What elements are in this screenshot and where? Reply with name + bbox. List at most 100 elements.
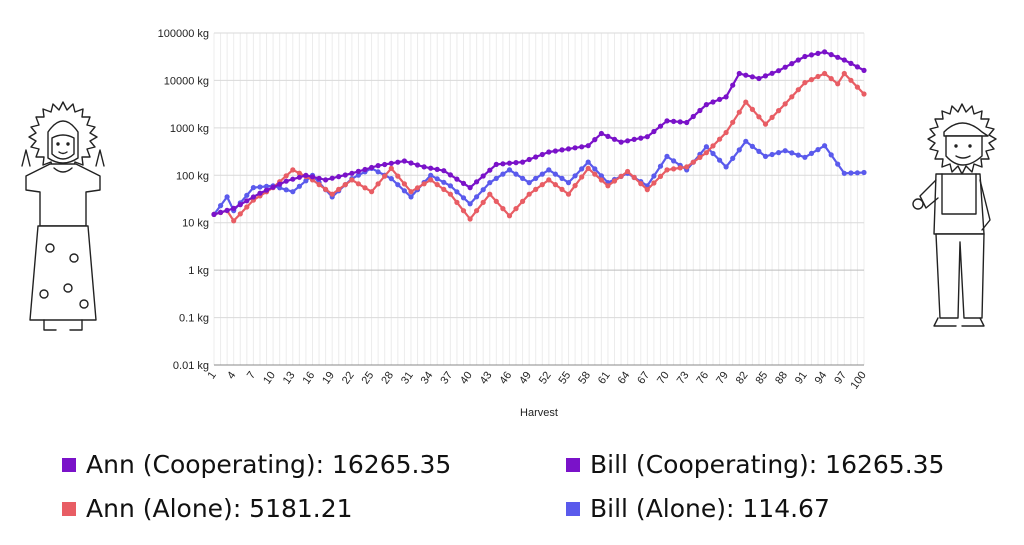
data-point [835,54,841,60]
data-point [414,162,421,168]
data-point [290,167,296,173]
data-point [625,138,631,144]
data-point [224,207,230,213]
data-point [283,178,289,184]
x-tick-label: 46 [497,370,514,387]
data-point [520,159,526,165]
data-point [218,203,224,209]
data-point [795,152,801,158]
x-tick-label: 61 [596,370,613,387]
data-point [349,170,355,176]
data-point [395,159,401,165]
data-point [290,176,296,182]
data-point [526,191,532,197]
data-point [618,139,624,145]
legend-bill-alone: Bill (Alone): 114.67 [566,494,830,523]
data-point [506,213,513,219]
data-point [401,158,407,164]
data-point [644,187,650,193]
data-point [460,208,467,214]
data-point [769,151,775,158]
data-point [841,57,847,63]
data-point [756,75,762,82]
data-point [638,181,644,187]
data-point [710,99,716,105]
legend-ann-cooperating: Ann (Cooperating): 16265.35 [62,450,451,479]
data-point [559,175,565,181]
data-point [441,168,447,174]
x-tick-label: 19 [320,370,337,387]
data-point [717,157,723,163]
data-point [460,180,467,186]
data-point [428,172,434,178]
data-point [710,143,716,149]
data-point [513,206,519,212]
data-point [434,166,440,172]
data-point [565,146,572,152]
x-tick-label: 7 [245,370,258,382]
y-tick-label: 0.1 kg [179,313,209,325]
data-point [237,211,243,217]
data-point [651,180,657,186]
series-line [213,71,865,223]
data-point [776,68,782,74]
data-point [474,208,480,214]
x-tick-label: 4 [225,370,238,382]
data-point [618,173,624,179]
data-point [854,170,861,176]
data-point [329,175,335,181]
data-point [283,187,289,193]
data-point [382,173,388,179]
data-point [493,175,499,181]
data-point [585,143,591,149]
data-point [480,199,486,205]
data-point [638,135,644,141]
data-point [664,167,670,173]
data-point [434,182,440,188]
data-point [605,183,611,189]
data-point [861,67,867,73]
data-point [782,64,788,70]
data-point [244,198,250,204]
data-point [789,94,795,100]
data-point [848,60,854,66]
x-tick-label: 70 [655,370,672,387]
data-point [250,185,256,191]
x-tick-label: 100 [848,370,868,392]
legend-label: Bill (Alone): 114.67 [590,494,830,523]
x-tick-label: 67 [635,370,652,387]
data-point [703,102,710,108]
legend-swatch [566,457,580,472]
data-point [848,170,854,176]
data-point [520,175,526,181]
data-point [533,154,539,160]
data-point [552,182,559,188]
legend-swatch [62,501,76,516]
data-point [572,173,578,179]
data-point [316,182,322,188]
data-point [244,192,250,198]
data-point [533,186,539,192]
data-point [480,173,486,179]
data-point [447,172,453,178]
data-point [703,144,710,150]
data-point [336,174,342,180]
data-point [395,182,401,188]
data-point [631,136,637,142]
data-point [625,168,631,175]
x-tick-label: 64 [616,370,633,387]
data-point [211,211,217,217]
data-point [257,184,263,190]
data-point [657,173,664,179]
data-point [828,152,834,158]
x-tick-label: 40 [458,370,475,387]
x-tick-label: 85 [753,370,770,387]
data-point [579,174,585,180]
data-point [822,143,828,149]
data-point [795,57,801,63]
data-point [493,161,499,167]
data-point [296,174,302,180]
data-point [218,209,224,215]
data-point [795,87,801,93]
data-point [428,177,434,183]
